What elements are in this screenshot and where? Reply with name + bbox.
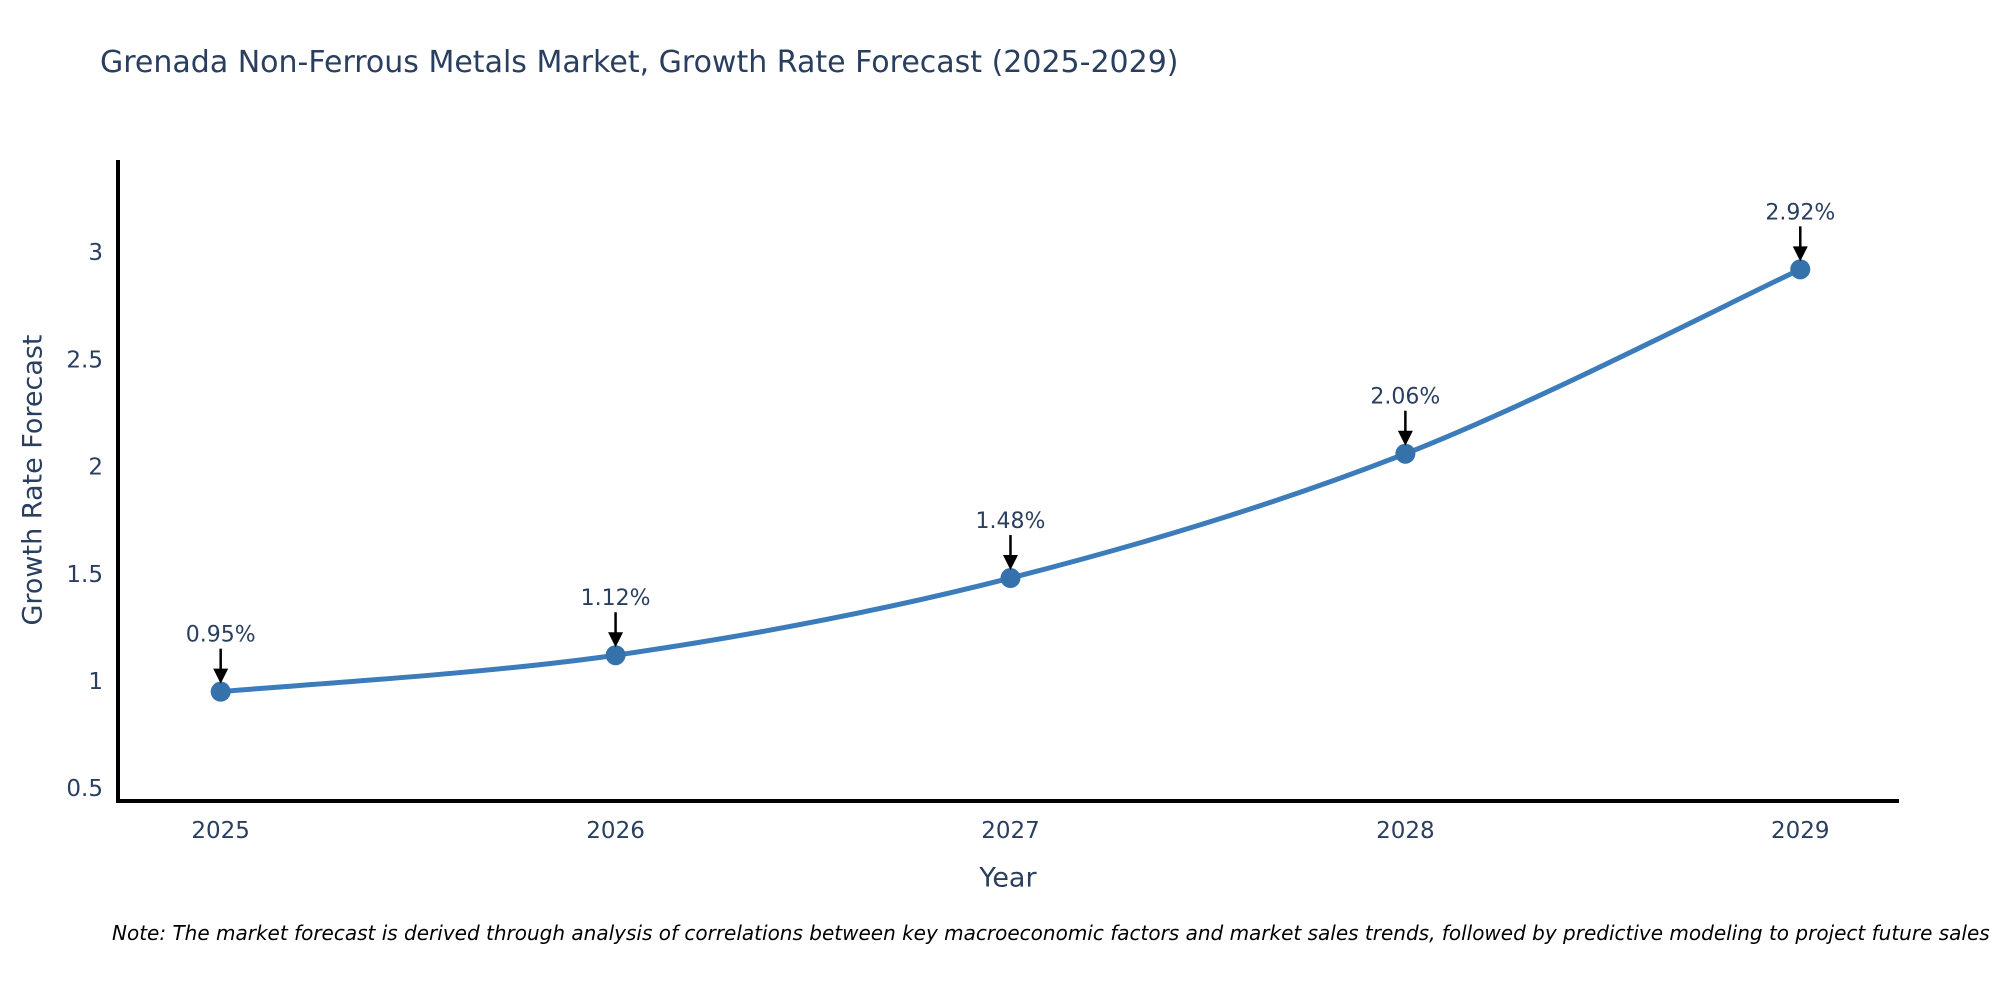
x-tick-label: 2029 — [1771, 818, 1830, 844]
x-tick-label: 2027 — [981, 818, 1040, 844]
annotation-arrowhead — [608, 632, 624, 648]
y-tick-label: 0.5 — [66, 776, 103, 802]
y-tick-label: 2 — [88, 455, 103, 481]
y-axis-title: Growth Rate Forecast — [17, 334, 49, 626]
chart-footnote: Note: The market forecast is derived thr… — [112, 921, 1990, 945]
y-tick-label: 2.5 — [66, 347, 103, 373]
data-point-marker — [1395, 443, 1416, 464]
data-point-label: 2.06% — [1370, 385, 1440, 410]
data-point-marker — [605, 645, 626, 666]
data-point-label: 0.95% — [186, 623, 256, 648]
data-point-marker — [1790, 259, 1811, 280]
x-axis-title: Year — [979, 862, 1037, 894]
data-point-label: 1.48% — [976, 509, 1046, 534]
x-tick-label: 2026 — [586, 818, 645, 844]
data-point-label: 2.92% — [1765, 200, 1835, 225]
chart-title: Grenada Non-Ferrous Metals Market, Growt… — [100, 45, 1179, 80]
trend-line — [218, 266, 1803, 695]
data-point-label: 1.12% — [581, 586, 651, 611]
y-tick-label: 1.5 — [66, 562, 103, 588]
x-tick-label: 2028 — [1376, 818, 1435, 844]
annotation-arrowhead — [1792, 246, 1808, 262]
y-tick-label: 1 — [88, 669, 103, 695]
y-tick-label: 3 — [88, 240, 103, 266]
data-point-marker — [1000, 568, 1021, 589]
annotation-arrowhead — [1002, 555, 1018, 571]
annotation-arrowhead — [213, 668, 229, 684]
annotation-arrowhead — [1397, 430, 1413, 446]
data-point-marker — [210, 681, 231, 702]
x-tick-label: 2025 — [191, 818, 250, 844]
